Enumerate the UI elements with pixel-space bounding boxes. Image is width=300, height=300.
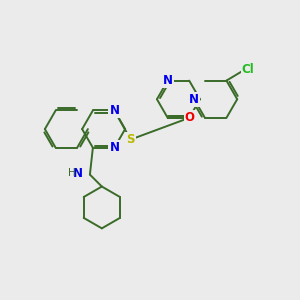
Text: N: N [163,74,173,87]
Text: N: N [110,104,119,117]
Text: Cl: Cl [242,63,254,76]
Text: H: H [68,168,76,178]
Text: N: N [73,167,83,180]
Text: O: O [184,111,194,124]
Text: N: N [189,93,199,106]
Text: N: N [110,141,119,154]
Text: S: S [126,133,135,146]
